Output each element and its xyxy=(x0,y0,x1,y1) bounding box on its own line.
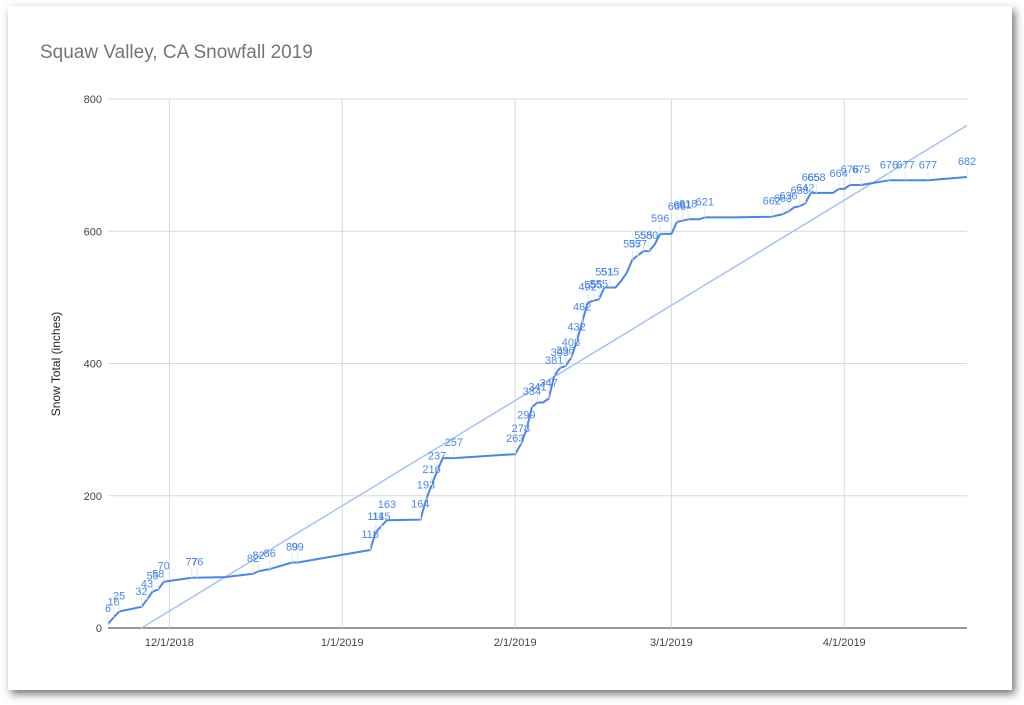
data-label: 164 xyxy=(411,499,429,511)
data-label: 163 xyxy=(378,499,396,511)
data-label: 299 xyxy=(517,409,535,421)
data-label: 341 xyxy=(528,382,546,394)
x-tick-label: 2/1/2019 xyxy=(494,637,537,649)
data-label: 43 xyxy=(141,579,153,591)
data-label: 663 xyxy=(774,193,792,205)
data-label: 82 xyxy=(247,553,259,565)
data-label: 638 xyxy=(790,185,808,197)
data-label: 666 xyxy=(668,201,686,213)
data-label: 682 xyxy=(958,156,976,168)
data-label: 661 xyxy=(673,200,691,212)
data-label: 82 xyxy=(252,550,264,562)
data-label: 551 xyxy=(595,266,613,278)
data-label: 675 xyxy=(852,164,870,176)
data-label: 636 xyxy=(779,190,797,202)
data-label: 596 xyxy=(651,213,669,225)
data-label: 55 xyxy=(146,571,158,583)
y-axis-ticks: 0 200 400 600 800 xyxy=(84,94,102,635)
y-tick-label: 600 xyxy=(84,226,102,238)
data-label: 555 xyxy=(590,278,608,290)
y-axis-label: Snow Total (inches) xyxy=(49,312,63,417)
x-tick-label: 4/1/2019 xyxy=(823,637,866,649)
data-label: 257 xyxy=(445,437,463,449)
data-label: 580 xyxy=(640,230,658,242)
data-label: 492 xyxy=(579,282,597,294)
data-label: 76 xyxy=(191,557,203,569)
y-tick-label: 0 xyxy=(96,623,102,635)
data-label: 77 xyxy=(186,557,198,569)
data-label: 25 xyxy=(113,590,125,602)
data-label: 381 xyxy=(545,355,563,367)
data-label: 396 xyxy=(556,345,574,357)
y-tick-label: 200 xyxy=(84,491,102,503)
data-label: 118 xyxy=(361,529,379,541)
data-label: 263 xyxy=(506,433,524,445)
data-label: 89 xyxy=(286,542,298,554)
data-label: 677 xyxy=(919,159,937,171)
data-label: 537 xyxy=(623,239,641,251)
data-label: 677 xyxy=(896,159,914,171)
y-tick-label: 800 xyxy=(84,94,102,106)
data-label: 32 xyxy=(135,586,147,598)
x-axis-ticks: 12/1/2018 1/1/2019 2/1/2019 3/1/2019 4/1/201… xyxy=(145,637,866,649)
data-label: 70 xyxy=(158,561,170,573)
data-label: 555 xyxy=(584,280,602,292)
data-label: 6 xyxy=(105,603,111,615)
data-label: 16 xyxy=(107,596,119,608)
data-label: 462 xyxy=(573,302,591,314)
data-label: 237 xyxy=(428,450,446,462)
data-label: 193 xyxy=(417,479,435,491)
data-label: 111 xyxy=(367,511,384,523)
data-label: 86 xyxy=(264,548,276,560)
data-label: 658 xyxy=(807,172,825,184)
x-tick-label: 3/1/2019 xyxy=(650,637,693,649)
data-label: 676 xyxy=(880,159,898,171)
x-tick-label: 12/1/2018 xyxy=(145,637,194,649)
data-label: 676 xyxy=(841,164,859,176)
data-label: 278 xyxy=(512,423,530,435)
x-tick-label: 1/1/2019 xyxy=(321,637,364,649)
data-label: 664 xyxy=(830,168,848,180)
data-label: 515 xyxy=(601,266,619,278)
data-label: 642 xyxy=(796,182,814,194)
data-label: 665 xyxy=(802,172,820,184)
chart-title: Squaw Valley, CA Snowfall 2019 xyxy=(40,42,313,63)
data-label: 557 xyxy=(629,239,647,251)
data-label: 432 xyxy=(567,321,585,333)
data-label: 408 xyxy=(562,337,580,349)
data-label: 216 xyxy=(422,464,440,476)
data-label: 99 xyxy=(292,542,304,554)
data-label: 58 xyxy=(152,569,164,581)
grid-lines xyxy=(108,98,967,629)
data-label: 621 xyxy=(696,196,714,208)
y-tick-label: 400 xyxy=(84,359,102,371)
data-label: 662 xyxy=(763,196,781,208)
data-label: 393 xyxy=(551,347,569,359)
data-label: 555 xyxy=(634,230,652,242)
data-label: 347 xyxy=(539,378,557,390)
data-label: 145 xyxy=(372,511,390,523)
data-label: 618 xyxy=(679,198,697,210)
data-label: 334 xyxy=(523,386,541,398)
